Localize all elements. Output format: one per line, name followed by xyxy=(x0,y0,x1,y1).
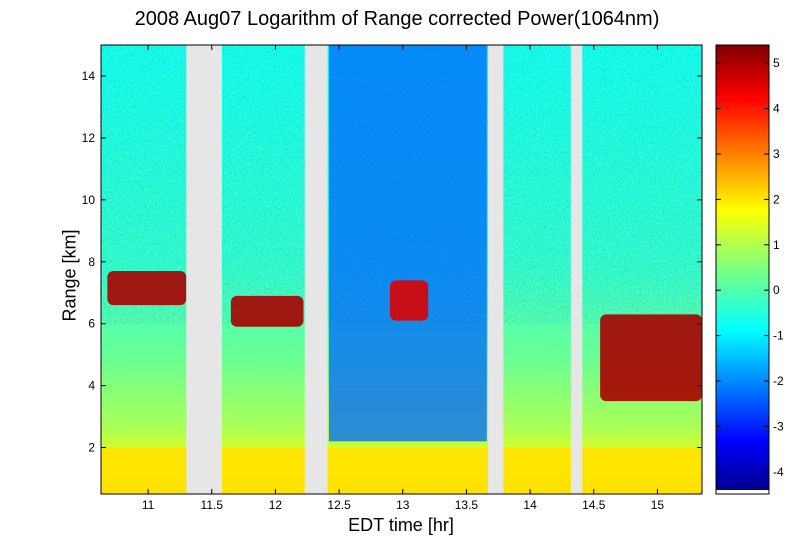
colorbar-tick-label: 0 xyxy=(773,283,780,297)
x-tick-label: 12.5 xyxy=(327,498,351,512)
x-tick-label: 11 xyxy=(142,498,155,512)
data-gap-0 xyxy=(186,45,222,494)
plot-frame xyxy=(100,44,703,495)
colorbar-tick-label: 5 xyxy=(773,56,780,70)
feature-1 xyxy=(230,295,304,327)
x-axis-label: EDT time [hr] xyxy=(348,515,454,535)
y-tick-label: 4 xyxy=(88,379,95,393)
feature-0 xyxy=(107,271,187,306)
y-tick-label: 6 xyxy=(88,317,95,331)
x-tick-label: 15 xyxy=(651,498,665,512)
x-tick-label: 13 xyxy=(396,498,410,512)
data-gap-3 xyxy=(570,45,583,494)
x-tick-label: 12 xyxy=(269,498,283,512)
colorbar-frame xyxy=(715,44,770,495)
y-tick-label: 10 xyxy=(82,193,96,207)
y-tick-label: 8 xyxy=(88,255,95,269)
feature-3 xyxy=(600,314,702,402)
colorbar-tick-label: -2 xyxy=(773,374,784,388)
feature-2 xyxy=(390,280,429,321)
y-tick-label: 12 xyxy=(82,131,96,145)
colorbar-gradient xyxy=(716,45,769,490)
colorbar-tick-label: 1 xyxy=(773,238,780,252)
y-tick-label: 2 xyxy=(88,441,95,455)
x-tick-label: 14 xyxy=(523,498,537,512)
x-tick-label: 13.5 xyxy=(455,498,479,512)
colorbar-tick-label: -3 xyxy=(773,419,784,433)
colorbar-tick-label: 3 xyxy=(773,147,780,161)
data-gap-2 xyxy=(488,45,504,494)
colorbar-tick-label: 4 xyxy=(773,102,780,116)
colorbar-tick-label: 2 xyxy=(773,192,780,206)
feature-4 xyxy=(101,447,702,494)
data-gap-1 xyxy=(304,45,328,494)
chart-title: 2008 Aug07 Logarithm of Range corrected … xyxy=(134,8,660,30)
x-tick-label: 14.5 xyxy=(582,498,606,512)
x-tick-label: 11.5 xyxy=(201,498,224,512)
colorbar-tick-label: -4 xyxy=(773,465,784,479)
y-tick-label: 14 xyxy=(82,69,96,83)
colorbar-tick-label: -1 xyxy=(773,329,784,343)
